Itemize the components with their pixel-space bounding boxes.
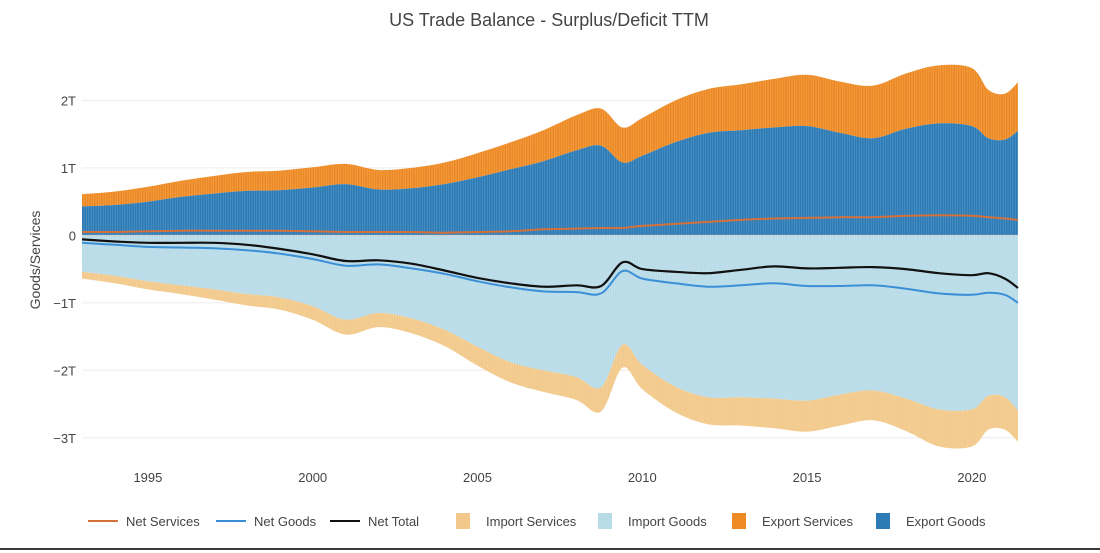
legend-item: Import Services: [456, 513, 577, 529]
bottom-border: [0, 548, 1100, 550]
bar-texture-lines: [83, 60, 1018, 458]
legend-item: Net Total: [330, 514, 419, 529]
legend-label: Export Services: [762, 514, 854, 529]
legend-label: Net Total: [368, 514, 419, 529]
y-tick-label: 1T: [61, 161, 76, 176]
x-tick-label: 2000: [298, 470, 327, 485]
legend-item: Net Services: [88, 514, 200, 529]
legend-label: Net Goods: [254, 514, 317, 529]
legend-item: Net Goods: [216, 514, 317, 529]
legend: Net Services Net Goods Net Total Import Ser…: [88, 513, 986, 529]
import-goods-area: [82, 235, 1018, 411]
y-tick-label: 2T: [61, 93, 76, 108]
x-tick-label: 1995: [133, 470, 162, 485]
x-tick-label: 2005: [463, 470, 492, 485]
legend-swatch-box: [456, 513, 470, 529]
net-total-line: [81, 238, 1019, 289]
import-services-area: [82, 271, 1018, 449]
x-tick-label: 2015: [793, 470, 822, 485]
y-tick-label: 0: [69, 228, 76, 243]
legend-item: Export Services: [732, 513, 854, 529]
legend-label: Import Goods: [628, 514, 707, 529]
line-series: [81, 214, 1019, 304]
chart-title: US Trade Balance - Surplus/Deficit TTM: [389, 10, 709, 30]
net-goods-line: [81, 241, 1019, 304]
area-series: [82, 64, 1018, 449]
y-tick-label: −1T: [53, 296, 76, 311]
bar-texture: [83, 60, 1018, 458]
legend-label: Export Goods: [906, 514, 986, 529]
y-tick-label: −2T: [53, 363, 76, 378]
export-goods-area: [82, 123, 1018, 236]
y-axis-label: Goods/Services: [27, 211, 43, 310]
legend-item: Export Goods: [876, 513, 986, 529]
legend-label: Net Services: [126, 514, 200, 529]
x-tick-label: 2020: [957, 470, 986, 485]
x-tick-label: 2010: [628, 470, 657, 485]
y-axis-ticks: 2T 1T 0 −1T −2T −3T: [53, 93, 76, 445]
legend-swatch-box: [598, 513, 612, 529]
export-services-area: [82, 64, 1018, 207]
x-axis-ticks: 1995 2000 2005 2010 2015 2020: [133, 470, 986, 485]
net-services-line: [81, 214, 1019, 234]
y-tick-label: −3T: [53, 431, 76, 446]
legend-swatch-box: [876, 513, 890, 529]
legend-item: Import Goods: [598, 513, 707, 529]
legend-swatch-box: [732, 513, 746, 529]
legend-label: Import Services: [486, 514, 577, 529]
